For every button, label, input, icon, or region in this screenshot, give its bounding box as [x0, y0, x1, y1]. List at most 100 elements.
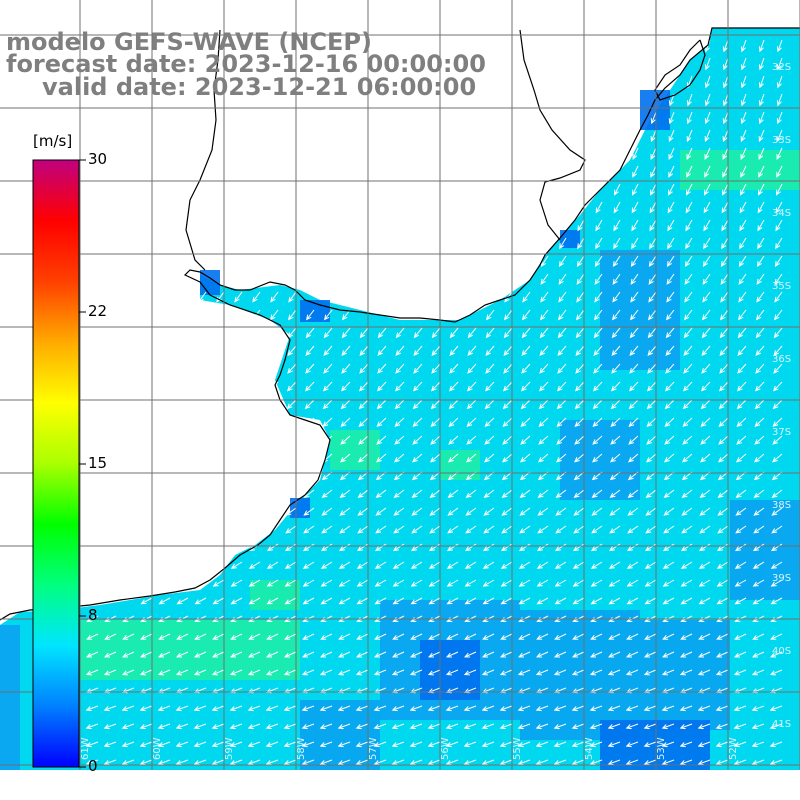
wind-arrow	[643, 651, 657, 658]
wind-arrow	[683, 345, 693, 356]
wind-arrow	[755, 363, 765, 374]
wind-arrow	[643, 669, 657, 676]
wind-arrow	[628, 435, 639, 445]
wind-arrow	[698, 561, 711, 569]
wind-arrow	[629, 345, 639, 356]
wind-arrow	[517, 669, 531, 676]
wind-arrow	[719, 327, 729, 339]
wind-arrow	[752, 597, 765, 605]
wind-arrow	[680, 561, 693, 569]
wind-arrow	[700, 453, 711, 463]
wind-arrow	[571, 705, 585, 712]
wind-arrow	[103, 741, 117, 748]
wind-arrow	[374, 633, 387, 640]
wind-arrow	[270, 291, 279, 303]
wind-arrow	[666, 255, 675, 268]
wind-arrow	[536, 579, 549, 587]
wind-arrow	[662, 579, 675, 587]
wind-arrow	[668, 183, 675, 196]
wind-arrow	[412, 399, 423, 410]
wind-arrow	[697, 759, 711, 766]
wind-arrow	[738, 255, 747, 268]
wind-arrow	[740, 39, 747, 53]
wind-arrow	[577, 237, 585, 250]
wind-arrow	[685, 237, 693, 250]
wind-arrow	[557, 309, 567, 321]
wind-arrow	[501, 507, 513, 516]
wind-arrow	[736, 435, 747, 445]
wind-arrow	[103, 651, 117, 658]
wind-arrow	[305, 363, 315, 374]
wind-arrow	[645, 507, 657, 516]
wind-arrow	[323, 309, 333, 321]
wind-arrow	[667, 237, 675, 250]
wind-arrow	[521, 327, 531, 339]
wind-arrow	[266, 543, 279, 552]
wind-arrow	[465, 489, 477, 499]
wind-arrow	[756, 273, 765, 285]
wind-arrow	[609, 507, 621, 516]
wind-arrow	[773, 345, 783, 356]
wind-arrow	[650, 111, 657, 125]
wind-arrow	[503, 363, 513, 374]
wind-arrow	[194, 597, 207, 605]
wind-arrow	[158, 597, 171, 605]
wind-arrow	[738, 273, 747, 285]
wind-arrow	[287, 363, 297, 374]
wind-patch	[600, 250, 680, 370]
wind-arrow	[288, 291, 297, 303]
wind-arrow	[626, 579, 639, 587]
lagoon-outline	[654, 39, 706, 101]
wind-arrow	[391, 705, 405, 712]
wind-arrow	[771, 507, 783, 516]
wind-arrow	[485, 327, 495, 339]
wind-arrow	[722, 147, 729, 161]
wind-arrow	[611, 309, 621, 321]
wind-arrow	[518, 579, 531, 587]
wind-arrow	[625, 723, 639, 730]
wind-arrow	[576, 291, 585, 303]
wind-arrow	[355, 741, 369, 748]
wind-arrow	[359, 327, 369, 339]
wind-arrow	[733, 759, 747, 766]
wind-arrow	[499, 651, 513, 658]
wind-arrow	[686, 165, 693, 178]
wind-arrow	[374, 561, 387, 569]
wind-arrow	[482, 597, 495, 605]
wind-arrow	[265, 723, 279, 730]
wind-arrow	[740, 165, 747, 178]
wind-arrow	[337, 669, 351, 676]
wind-arrow	[391, 741, 405, 748]
wind-arrow	[776, 111, 783, 125]
wind-arrow	[736, 417, 747, 428]
colorbar-tick-label: 15	[88, 454, 108, 472]
wind-arrow	[340, 435, 351, 445]
wind-arrow	[590, 633, 603, 640]
wind-arrow	[502, 417, 513, 428]
wind-arrow	[540, 255, 549, 268]
wind-arrow	[680, 597, 693, 605]
wind-arrow	[449, 345, 459, 356]
wind-arrow	[608, 561, 621, 569]
wind-arrow	[413, 345, 423, 356]
wind-arrow	[684, 291, 693, 303]
wind-arrow	[701, 309, 711, 321]
wind-arrow	[302, 543, 315, 552]
wind-arrow	[356, 597, 369, 605]
wind-arrow	[718, 435, 729, 445]
lon-label: 58W	[296, 737, 307, 760]
wind-arrow	[716, 597, 729, 605]
wind-arrow	[769, 705, 783, 712]
wind-arrow	[775, 201, 783, 214]
colorbar-tick-label: 8	[88, 606, 98, 624]
wind-arrow	[265, 669, 279, 676]
wind-arrow	[718, 453, 729, 463]
wind-arrow	[501, 489, 513, 499]
wind-arrow	[482, 579, 495, 587]
wind-arrow	[679, 705, 693, 712]
wind-arrow	[517, 723, 531, 730]
wind-arrow	[464, 543, 477, 552]
wind-arrow	[661, 651, 675, 658]
wind-arrow	[521, 363, 531, 374]
wind-arrow	[301, 723, 315, 730]
